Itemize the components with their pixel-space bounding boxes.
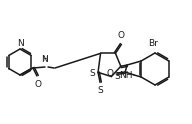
Text: NH: NH xyxy=(119,71,132,79)
Text: O: O xyxy=(106,68,113,78)
Text: O: O xyxy=(35,80,41,89)
Text: H: H xyxy=(42,56,48,62)
Text: Br: Br xyxy=(148,39,158,48)
Text: S: S xyxy=(114,72,120,81)
Text: S: S xyxy=(97,86,103,95)
Text: S: S xyxy=(89,69,95,78)
Text: N: N xyxy=(42,55,48,64)
Text: N: N xyxy=(17,38,23,47)
Text: O: O xyxy=(118,31,125,40)
